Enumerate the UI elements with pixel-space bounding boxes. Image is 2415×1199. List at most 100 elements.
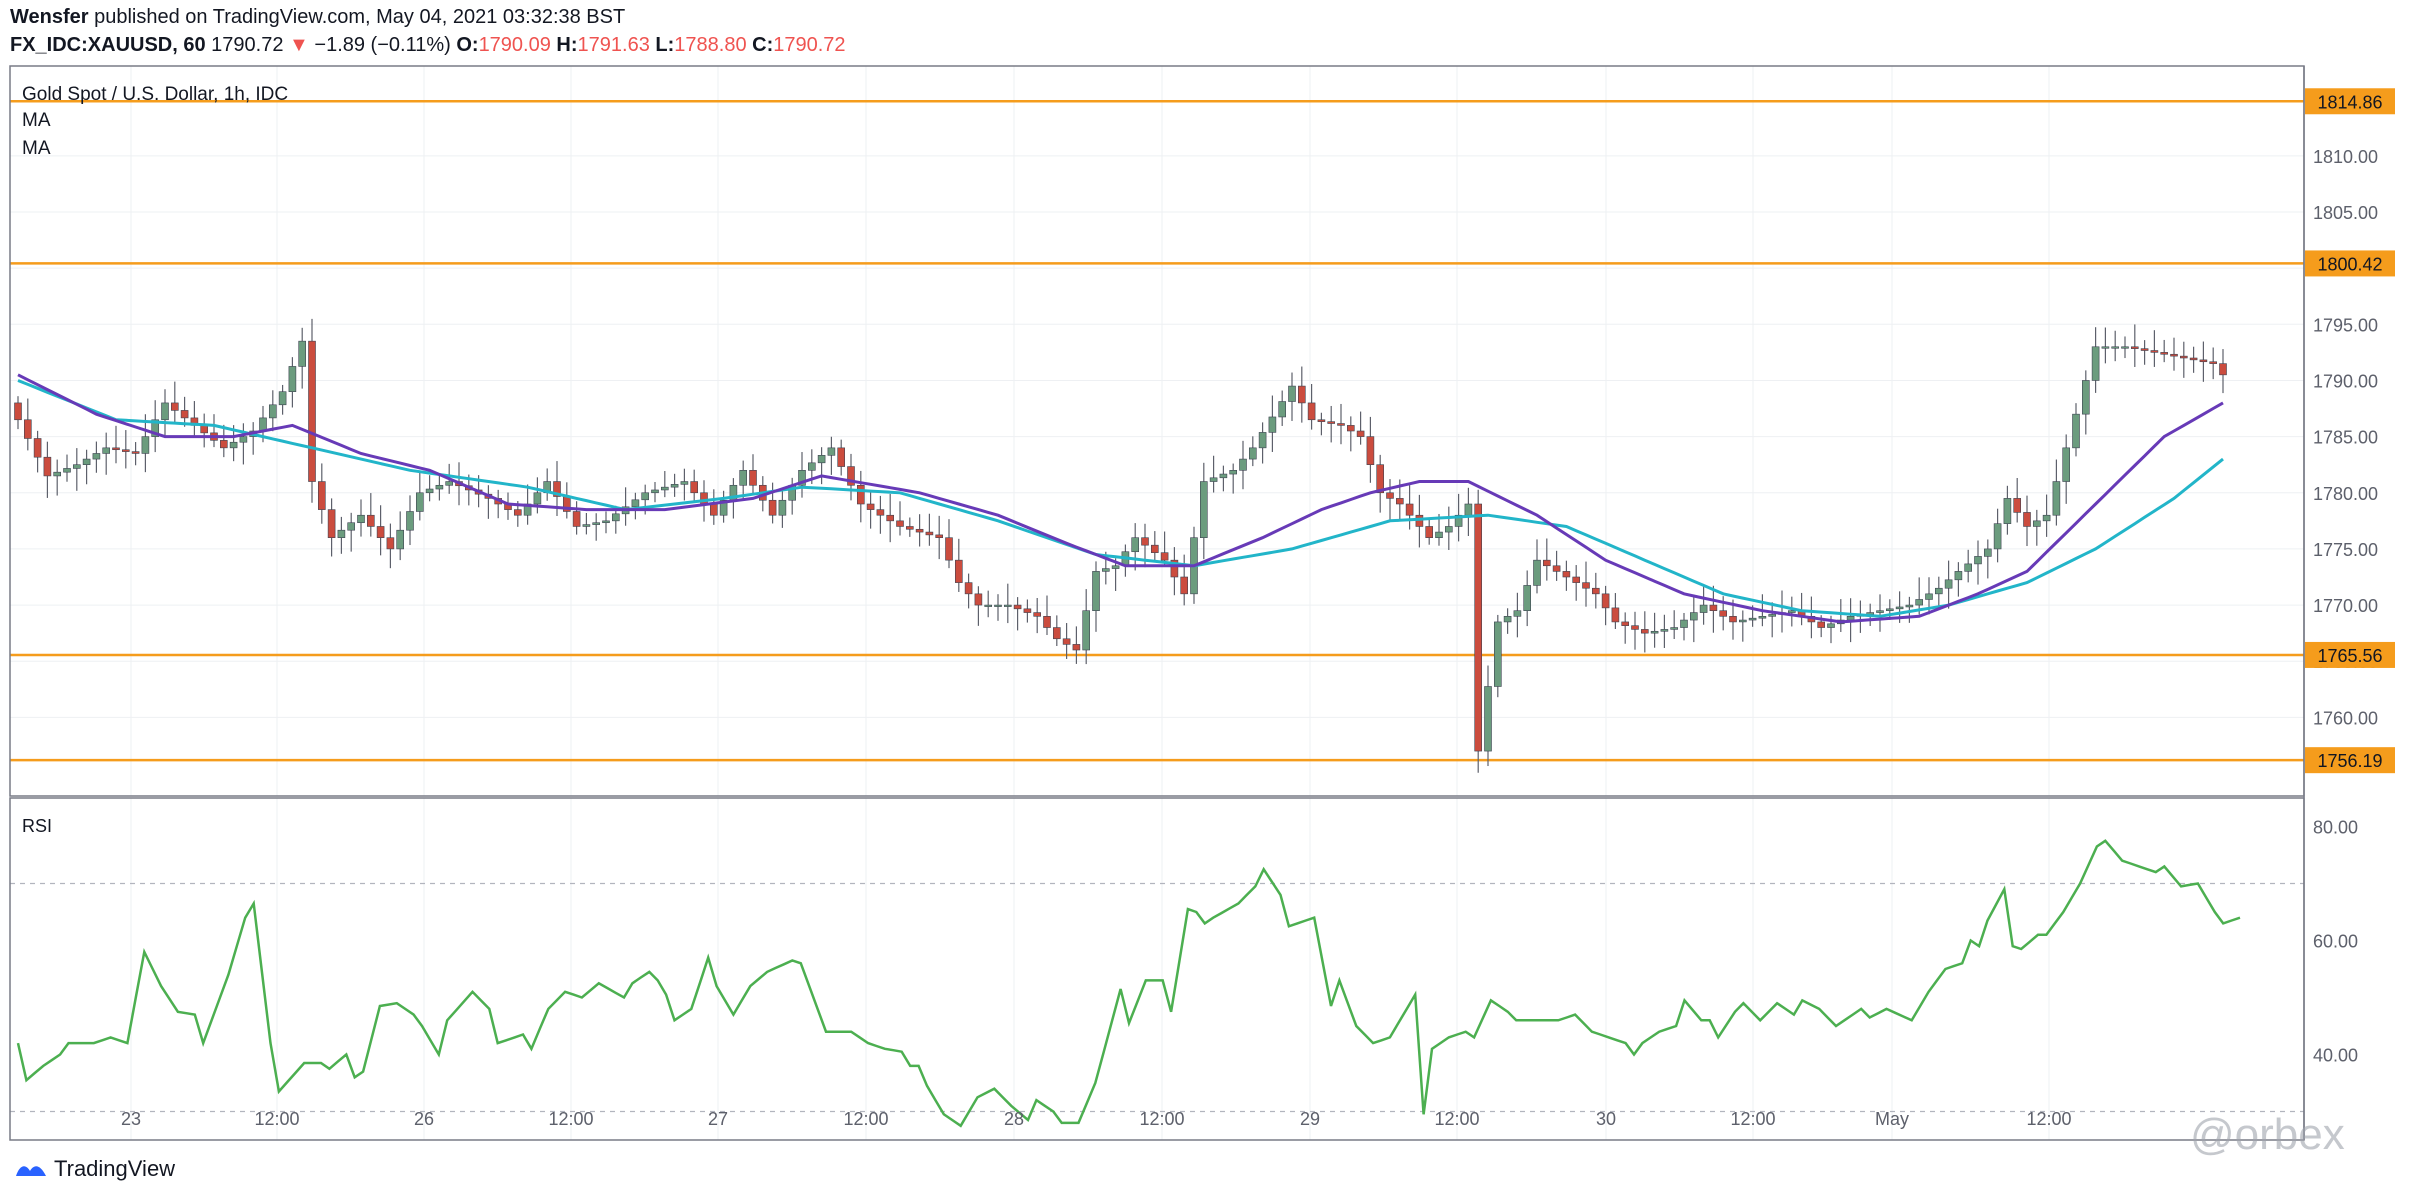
candle-body <box>1513 610 1522 617</box>
candle-body <box>533 492 542 505</box>
time-tick-label: 12:00 <box>1730 1109 1775 1129</box>
candle-body <box>572 511 581 527</box>
candle-body <box>1209 477 1218 482</box>
rsi-tick-label: 60.00 <box>2313 932 2358 952</box>
candle-body <box>1699 604 1708 613</box>
candle-body <box>670 484 679 488</box>
level-tag-label: 1765.56 <box>2317 646 2382 666</box>
candle-body <box>2180 355 2188 359</box>
candle-body <box>171 402 179 411</box>
candle-body <box>347 522 356 531</box>
candle-body <box>945 537 953 561</box>
candle-body <box>1268 416 1277 433</box>
candle-body <box>1219 473 1228 479</box>
price-tick-label: 1795.00 <box>2313 315 2378 335</box>
candle-body <box>180 410 189 419</box>
candle-body <box>778 499 787 516</box>
ohlc-header: FX_IDC:XAUUSD, 60 1790.72 ▼ −1.89 (−0.11… <box>10 34 846 57</box>
candle-body <box>1200 481 1208 538</box>
candle-body <box>1239 458 1247 471</box>
candle-body <box>1827 623 1835 628</box>
candle-body <box>1249 447 1257 460</box>
horizontal-levels[interactable] <box>10 100 2304 762</box>
publish-info: Wensfer published on TradingView.com, Ma… <box>10 6 625 29</box>
candle-body <box>2091 346 2100 381</box>
candle-body <box>1298 385 1306 404</box>
price-change: −1.89 (−0.11%) <box>314 34 451 56</box>
rsi-tick-label: 80.00 <box>2313 818 2358 838</box>
rsi-tick-label: 40.00 <box>2313 1046 2358 1066</box>
tradingview-logo[interactable]: TradingView <box>14 1156 175 1182</box>
candle-body <box>1337 423 1345 426</box>
candle-body <box>396 529 405 550</box>
candle-body <box>817 455 826 464</box>
candle-body <box>1582 582 1590 589</box>
candle-body <box>1072 644 1081 651</box>
candle-body <box>690 481 699 494</box>
candle-body <box>592 522 601 525</box>
candle-body <box>513 509 522 516</box>
candle-body <box>151 419 159 437</box>
candle-body <box>2219 363 2227 376</box>
candle-body <box>1503 616 1512 623</box>
candle-body <box>1886 608 1894 611</box>
candlestick-series <box>14 318 2227 773</box>
time-tick-label: 29 <box>1300 1109 1320 1129</box>
candle-body <box>445 481 454 486</box>
author-name[interactable]: Wensfer <box>10 6 89 28</box>
candle-body <box>268 404 277 419</box>
ma-slow-label[interactable]: MA <box>22 138 51 159</box>
candle-body <box>1680 619 1688 628</box>
rsi-label[interactable]: RSI <box>22 816 52 836</box>
candle-body <box>1474 503 1482 752</box>
candle-body <box>1386 492 1394 499</box>
candle-body <box>1523 585 1531 611</box>
candle-body <box>739 470 748 486</box>
price-tick-label: 1760.00 <box>2313 708 2378 728</box>
candle-body <box>376 526 385 538</box>
price-tick-label: 1790.00 <box>2313 371 2378 391</box>
candle-body <box>2101 346 2110 349</box>
candle-body <box>611 513 620 522</box>
candle-body <box>1876 610 1884 613</box>
candle-body <box>2042 514 2051 522</box>
candle-body <box>2003 498 2012 524</box>
candle-body <box>1758 616 1767 619</box>
candle-body <box>1170 559 1179 578</box>
ma-fast-label[interactable]: MA <box>22 110 51 131</box>
candle-body <box>1709 604 1718 611</box>
candle-body <box>288 366 297 392</box>
candle-body <box>1425 526 1433 538</box>
candle-body <box>1817 621 1825 628</box>
candle-body <box>847 466 855 486</box>
candle-body <box>102 447 110 454</box>
candle-body <box>1611 607 1620 623</box>
price-tick-label: 1810.00 <box>2313 147 2378 167</box>
candle-body <box>1317 419 1326 422</box>
candle-body <box>582 524 591 527</box>
low-value: 1788.80 <box>674 34 747 56</box>
candle-body <box>1454 514 1463 527</box>
candle-body <box>73 464 81 469</box>
candle-body <box>14 402 22 421</box>
candle-body <box>435 484 444 490</box>
candle-body <box>2013 498 2021 513</box>
candle-body <box>33 438 42 458</box>
candle-body <box>357 514 365 524</box>
candle-body <box>2082 380 2090 415</box>
axis-labels: 1760.001765.001770.001775.001780.001785.… <box>121 147 2378 1129</box>
candle-body <box>1288 385 1296 402</box>
candle-body <box>1552 565 1561 572</box>
candle-body <box>161 402 169 421</box>
candle-body <box>837 447 846 467</box>
candle-body <box>327 509 336 538</box>
time-tick-label: May <box>1875 1109 1909 1129</box>
candle-body <box>2160 352 2168 355</box>
candle-body <box>719 499 728 516</box>
candle-body <box>308 340 316 482</box>
candle-body <box>1405 503 1414 516</box>
candle-body <box>122 449 130 452</box>
candle-body <box>1366 436 1375 465</box>
level-tag-bg <box>2305 641 2395 668</box>
